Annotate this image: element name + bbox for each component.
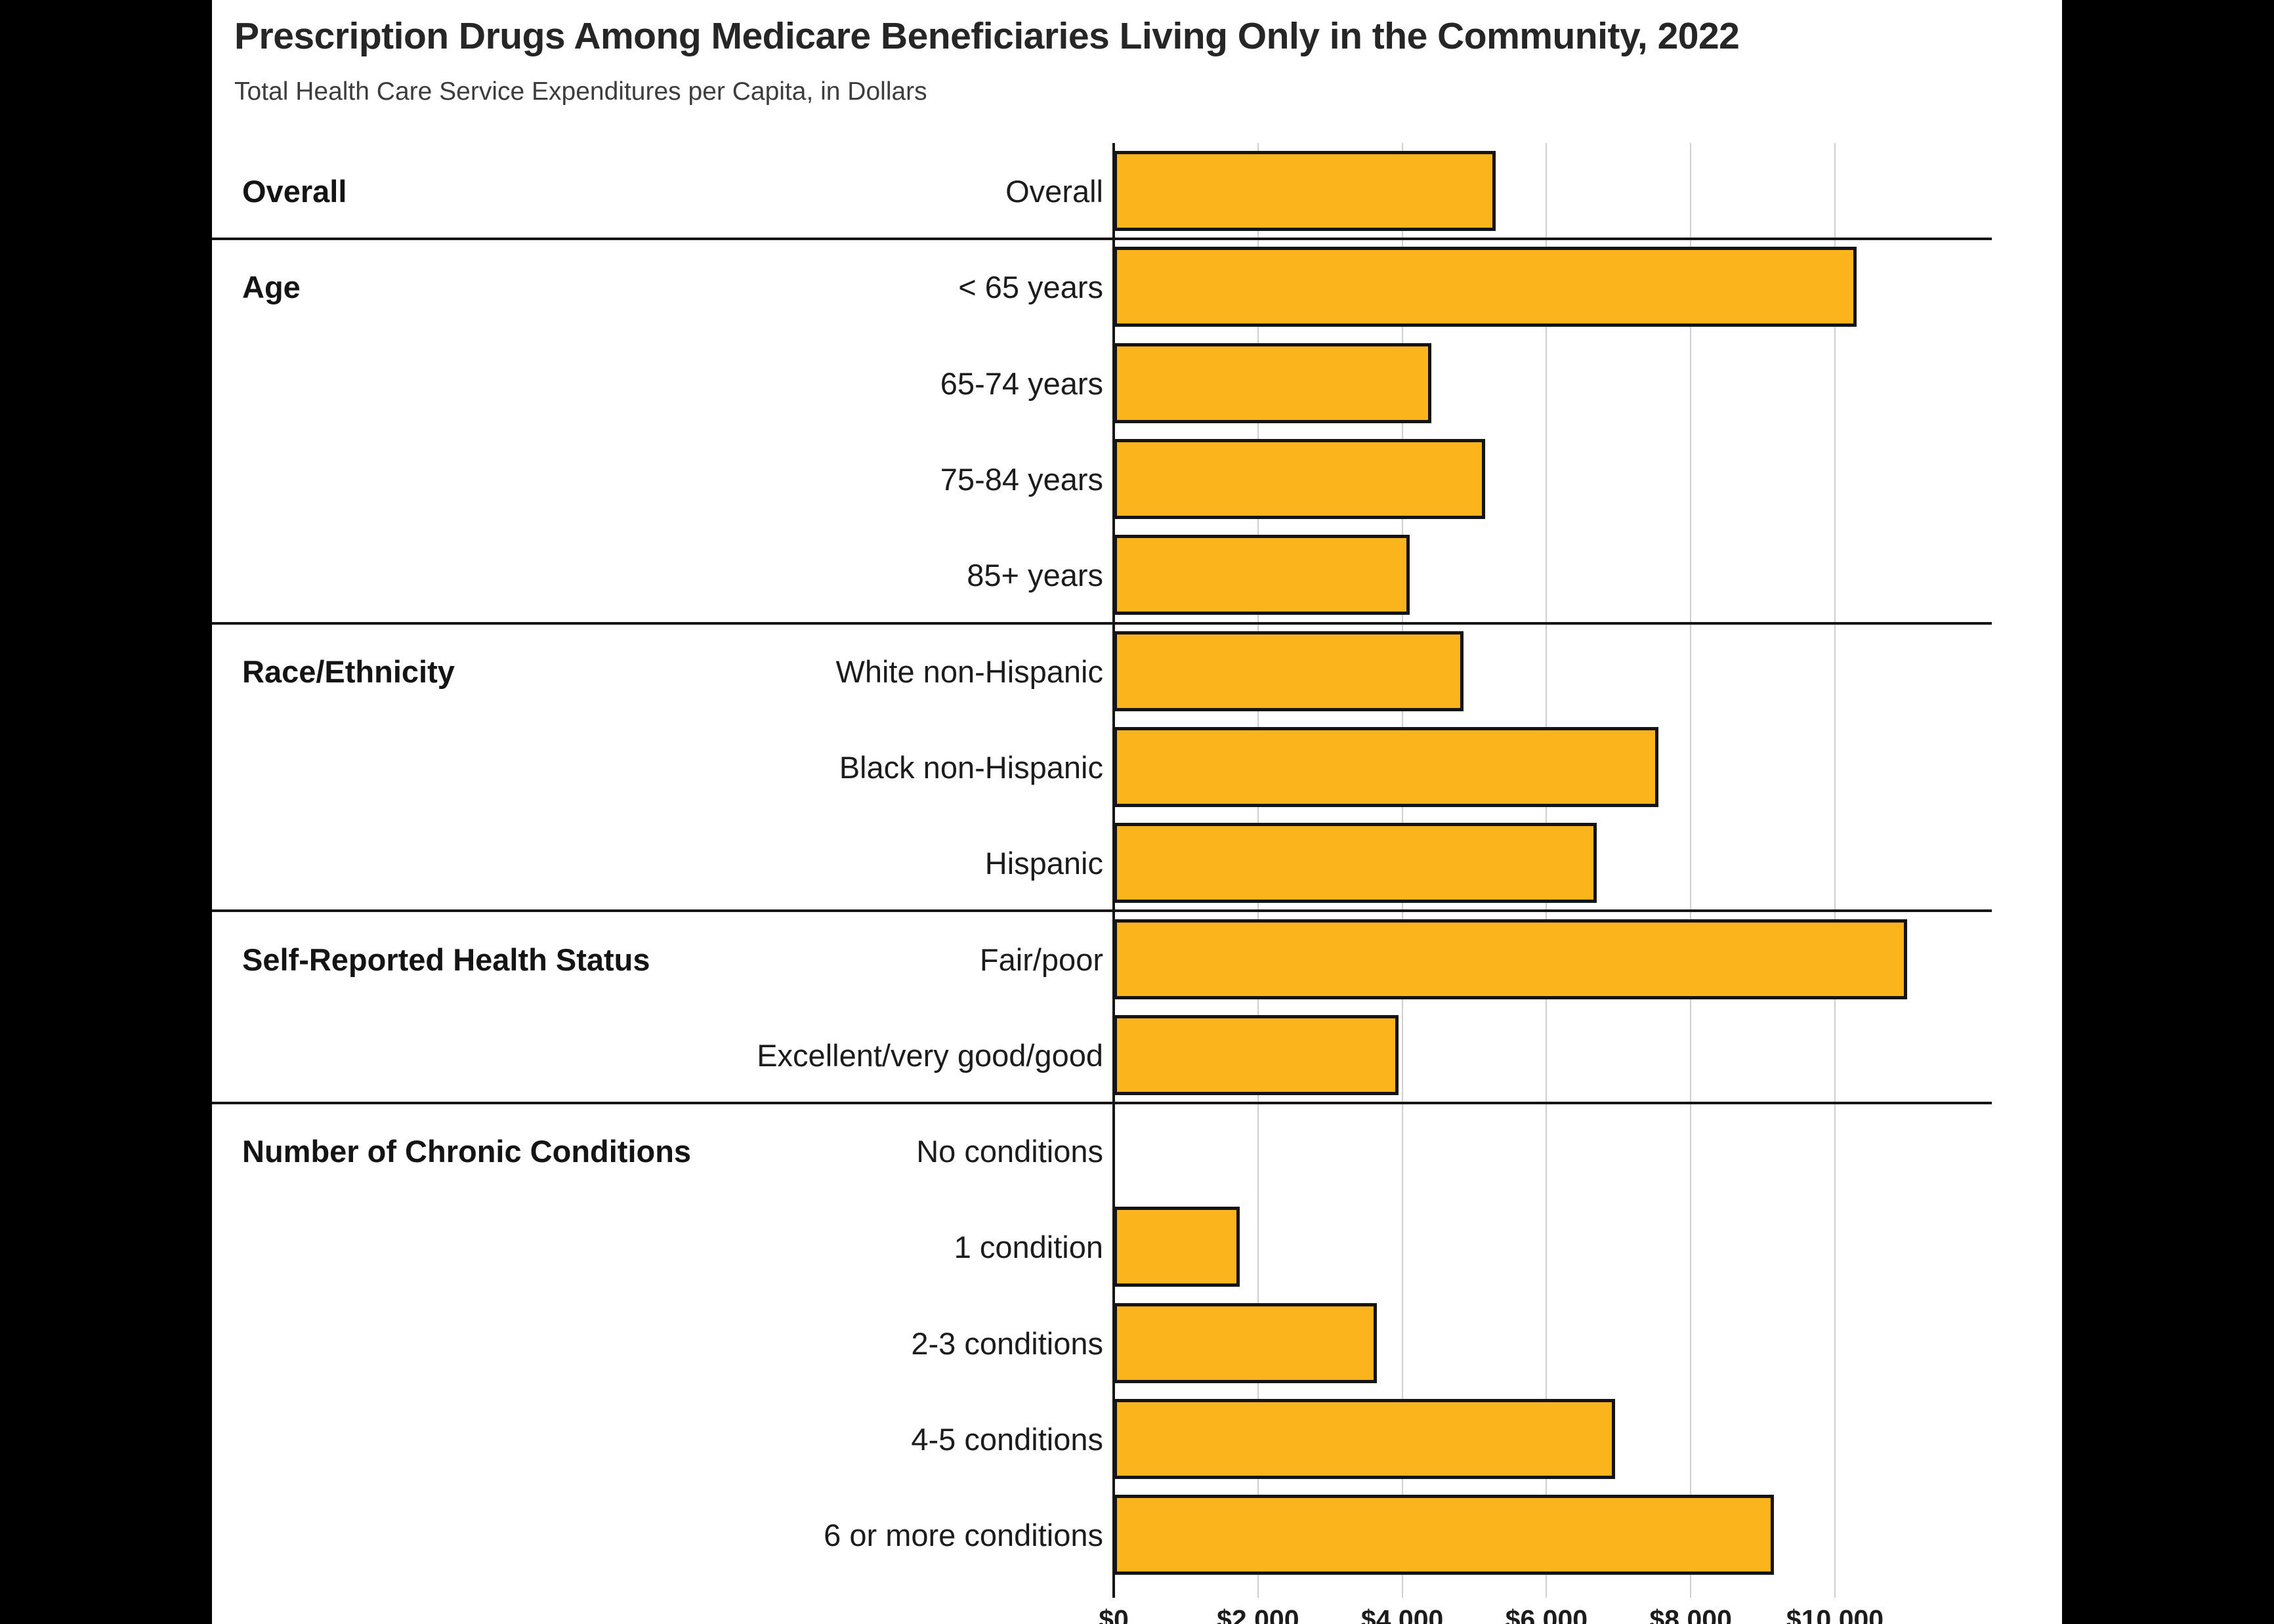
chart-row: 65-74 years bbox=[212, 335, 1992, 431]
chart-row: 4-5 conditions bbox=[212, 1391, 1992, 1487]
bar bbox=[1114, 1014, 1399, 1095]
chart-row: 85+ years bbox=[212, 527, 1992, 623]
row-label: 85+ years bbox=[967, 558, 1103, 593]
gridline bbox=[1834, 143, 1836, 1598]
chart-row: Excellent/very good/good bbox=[212, 1007, 1992, 1103]
x-tick-label: $4,000 bbox=[1360, 1604, 1444, 1624]
x-tick-label: $10,000 bbox=[1786, 1604, 1884, 1624]
x-tick-label: $0 bbox=[1099, 1604, 1129, 1624]
row-label: Hispanic bbox=[984, 846, 1103, 881]
chart-row: Number of Chronic Conditions No condition… bbox=[212, 1103, 1992, 1199]
bar-chart-area: $0 $2,000 $4,000 $6,000 $8,000 $10,000 Overall… bbox=[212, 143, 1992, 1624]
row-label: Black non-Hispanic bbox=[839, 749, 1103, 785]
group-label: Age bbox=[242, 270, 301, 305]
chart-row: 6 or more conditions bbox=[212, 1487, 1992, 1583]
chart-row: 2-3 conditions bbox=[212, 1295, 1992, 1391]
row-label: 6 or more conditions bbox=[824, 1518, 1103, 1553]
bar bbox=[1114, 151, 1496, 232]
row-label: Overall bbox=[1005, 174, 1103, 209]
row-label: 1 condition bbox=[954, 1230, 1103, 1265]
chart-row: 1 condition bbox=[212, 1199, 1992, 1295]
bar bbox=[1114, 247, 1857, 327]
chart-row: 75-84 years bbox=[212, 431, 1992, 527]
bar bbox=[1114, 919, 1907, 999]
chart-row: Self-Reported Health Status Fair/poor bbox=[212, 911, 1992, 1007]
bar bbox=[1114, 1399, 1615, 1480]
bar bbox=[1114, 535, 1410, 615]
bar bbox=[1114, 439, 1485, 520]
row-label: 2-3 conditions bbox=[911, 1325, 1103, 1361]
x-tick-label: $2,000 bbox=[1217, 1604, 1299, 1624]
chart-subtitle: Total Health Care Service Expenditures p… bbox=[234, 77, 927, 106]
bar bbox=[1114, 726, 1658, 807]
bar bbox=[1114, 631, 1463, 711]
chart-title: Prescription Drugs Among Medicare Benefi… bbox=[234, 15, 1740, 57]
row-label: 65-74 years bbox=[940, 365, 1103, 401]
row-label: 4-5 conditions bbox=[911, 1422, 1103, 1457]
chart-row: Black non-Hispanic bbox=[212, 719, 1992, 815]
row-label: Fair/poor bbox=[979, 942, 1103, 977]
row-label: No conditions bbox=[916, 1134, 1103, 1169]
row-label: < 65 years bbox=[958, 270, 1103, 305]
bar bbox=[1114, 1207, 1240, 1287]
bar bbox=[1114, 823, 1597, 904]
chart-row: Race/Ethnicity White non-Hispanic bbox=[212, 623, 1992, 719]
x-tick-label: $6,000 bbox=[1505, 1604, 1588, 1624]
bar bbox=[1114, 1495, 1774, 1575]
bar bbox=[1114, 1302, 1378, 1383]
group-separator bbox=[212, 1102, 1992, 1104]
chart-row: Age < 65 years bbox=[212, 239, 1992, 335]
group-separator bbox=[212, 909, 1992, 913]
chart-row: Hispanic bbox=[212, 815, 1992, 911]
group-label: Number of Chronic Conditions bbox=[242, 1134, 692, 1169]
gridline bbox=[1690, 143, 1692, 1598]
x-tick-label: $8,000 bbox=[1649, 1604, 1732, 1624]
chart-row: Overall Overall bbox=[212, 143, 1992, 239]
row-label: Excellent/very good/good bbox=[757, 1037, 1103, 1073]
group-label: Race/Ethnicity bbox=[242, 654, 455, 689]
row-label: 75-84 years bbox=[940, 462, 1103, 497]
group-label: Overall bbox=[242, 174, 347, 209]
row-label: White non-Hispanic bbox=[835, 654, 1103, 689]
group-label: Self-Reported Health Status bbox=[242, 942, 650, 977]
chart-panel: Prescription Drugs Among Medicare Benefi… bbox=[212, 0, 2062, 1624]
group-separator bbox=[212, 621, 1992, 625]
group-separator bbox=[212, 238, 1992, 241]
bar bbox=[1114, 343, 1431, 423]
